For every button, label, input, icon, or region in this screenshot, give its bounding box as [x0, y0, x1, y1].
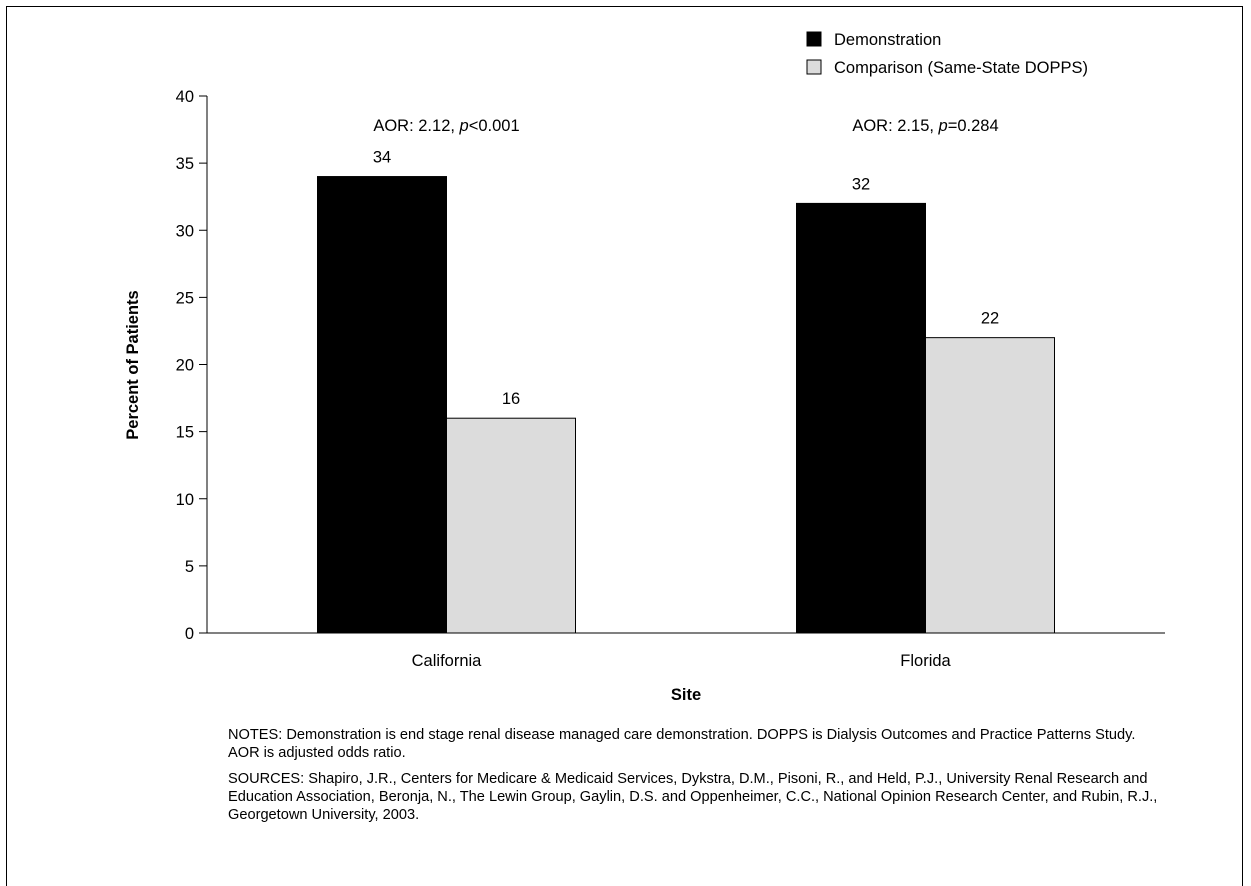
aor-p-symbol: p [459, 117, 469, 135]
y-axis: 0 5 10 15 20 25 30 35 40 [176, 88, 208, 643]
bar-demonstration [796, 202, 926, 634]
figure-notes: NOTES: Demonstration is end stage renal … [228, 726, 1158, 832]
x-tick-label: California [412, 652, 483, 670]
y-tick-label: 10 [176, 491, 194, 509]
y-tick-label: 35 [176, 155, 194, 173]
bar-demonstration [317, 176, 447, 634]
aor-annotation: AOR: 2.12, p<0.001 [373, 117, 519, 135]
y-tick-label: 20 [176, 357, 194, 375]
figure-frame [6, 6, 1243, 886]
bar-value-label: 34 [373, 149, 391, 167]
aor-prefix: AOR: 2.15, [852, 117, 938, 135]
y-tick-label: 15 [176, 424, 194, 442]
aor-annotation: AOR: 2.15, p=0.284 [852, 117, 998, 135]
bar-comparison [446, 417, 576, 634]
aor-suffix: =0.284 [948, 117, 999, 135]
notes-text: NOTES: Demonstration is end stage renal … [228, 727, 1136, 761]
x-axis: California Florida [207, 632, 1165, 670]
legend-label: Comparison (Same-State DOPPS) [834, 59, 1088, 77]
x-axis-title: Site [671, 686, 701, 704]
legend-swatch [806, 31, 822, 47]
y-tick-label: 30 [176, 222, 194, 240]
bars [317, 176, 1055, 634]
aor-p-symbol: p [938, 117, 948, 135]
bar-value-label: 32 [852, 175, 870, 193]
legend-swatch [806, 59, 822, 75]
y-tick-label: 25 [176, 289, 194, 307]
y-tick-label: 40 [176, 88, 194, 106]
y-tick-label: 0 [185, 625, 194, 643]
y-axis-title: Percent of Patients [124, 290, 142, 439]
bar-value-label: 16 [502, 390, 520, 408]
x-tick-label: Florida [900, 652, 951, 670]
y-tick-label: 5 [185, 558, 194, 576]
aor-suffix: <0.001 [469, 117, 520, 135]
sources-text: SOURCES: Shapiro, J.R., Centers for Medi… [228, 771, 1158, 823]
bar-value-labels: 34 16 32 22 [373, 149, 999, 409]
legend: Demonstration Comparison (Same-State DOPP… [806, 31, 1088, 77]
legend-label: Demonstration [834, 31, 941, 49]
bar-value-label: 22 [981, 310, 999, 328]
aor-prefix: AOR: 2.12, [373, 117, 459, 135]
aor-annotations: AOR: 2.12, p<0.001 AOR: 2.15, p=0.284 [373, 117, 998, 135]
bar-comparison [925, 337, 1055, 634]
